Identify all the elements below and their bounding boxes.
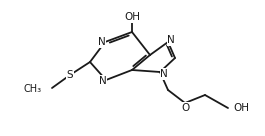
Text: CH₃: CH₃	[24, 84, 42, 94]
Text: N: N	[167, 35, 175, 45]
Text: OH: OH	[124, 12, 140, 22]
Text: N: N	[98, 37, 106, 47]
Text: N: N	[99, 76, 107, 86]
Text: N: N	[160, 69, 168, 79]
Text: O: O	[181, 103, 189, 113]
Text: S: S	[67, 70, 73, 80]
Text: OH: OH	[233, 103, 249, 113]
